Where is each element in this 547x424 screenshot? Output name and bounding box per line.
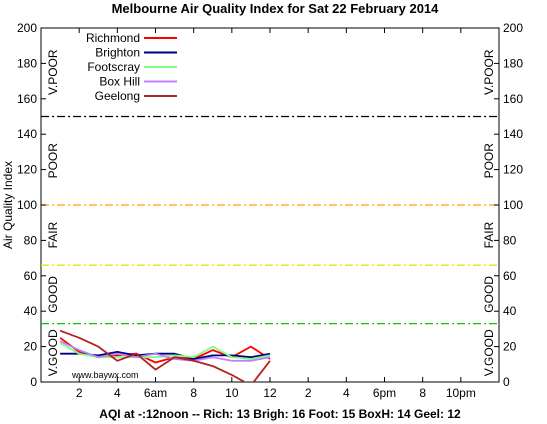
x-tick-label: 8 [190, 386, 197, 400]
band-label-left: FAIR [46, 221, 60, 248]
y-axis-label: Air Quality Index [1, 161, 15, 249]
y-tick-label-left: 140 [17, 127, 37, 141]
x-tick-label: 8 [419, 386, 426, 400]
y-tick-label-left: 120 [17, 163, 37, 177]
series-lines [59, 329, 271, 382]
y-tick-label-left: 100 [17, 198, 37, 212]
y-tick-label-left: 0 [30, 375, 37, 389]
chart-title: Melbourne Air Quality Index for Sat 22 F… [112, 1, 440, 16]
y-tick-label-right: 40 [503, 304, 517, 318]
legend-label: Brighton [95, 46, 140, 60]
x-tick-label: 2 [76, 386, 83, 400]
x-tick-label: 10 [225, 386, 239, 400]
band-label-left: V.GOOD [46, 329, 60, 376]
y-tick-label-right: 180 [503, 56, 523, 70]
x-tick-label: 4 [114, 386, 121, 400]
band-label-right: V.POOR [482, 49, 496, 95]
band-label-left: V.POOR [46, 49, 60, 95]
y-tick-label-right: 160 [503, 92, 523, 106]
y-tick-label-right: 80 [503, 233, 517, 247]
y-tick-label-right: 120 [503, 163, 523, 177]
y-tick-label-left: 40 [24, 304, 38, 318]
legend-label: Box Hill [99, 75, 140, 89]
series-line-geelong [59, 329, 271, 382]
band-label-right: GOOD [482, 276, 496, 313]
y-tick-label-left: 160 [17, 92, 37, 106]
y-tick-label-right: 140 [503, 127, 523, 141]
series-line-box-hill [59, 340, 271, 362]
legend-label: Footscray [87, 60, 140, 74]
threshold-lines [41, 115, 499, 325]
x-tick-label: 4 [343, 386, 350, 400]
x-axis-ticks: 2 4 6am 8 10 12 2 4 6pm 8 10pm [76, 28, 476, 400]
x-tick-label: 2 [305, 386, 312, 400]
footer-summary: AQI at -:12noon -- Rich: 13 Brigh: 16 Fo… [99, 407, 461, 421]
band-label-right: FAIR [482, 221, 496, 248]
legend-label: Geelong [95, 89, 140, 103]
x-tick-label: 12 [263, 386, 277, 400]
plot-area: 0 0 20 20 40 40 60 60 80 80 100 100 120 120 140 140 160 1… [17, 21, 523, 400]
x-tick-label: 6pm [373, 386, 396, 400]
credit-text: www.baywx.com [71, 370, 139, 380]
band-label-left: POOR [46, 143, 60, 179]
y-axis-ticks: 0 0 20 20 40 40 60 60 80 80 100 100 120 120 140 140 160 1… [17, 21, 523, 389]
band-label-right: POOR [482, 143, 496, 179]
x-tick-label: 6am [144, 386, 167, 400]
band-labels: V.GOOD V.GOOD GOOD GOOD FAIR FAIR POOR POOR V.PO… [46, 49, 496, 376]
legend-label: Richmond [86, 31, 140, 45]
y-tick-label-right: 60 [503, 269, 517, 283]
y-tick-label-left: 60 [24, 269, 38, 283]
y-tick-label-left: 80 [24, 233, 38, 247]
x-tick-label: 10pm [446, 386, 476, 400]
y-tick-label-right: 20 [503, 340, 517, 354]
y-tick-label-right: 200 [503, 21, 523, 35]
y-tick-label-left: 20 [24, 340, 38, 354]
y-tick-label-right: 100 [503, 198, 523, 212]
band-label-left: GOOD [46, 276, 60, 313]
y-tick-label-left: 200 [17, 21, 37, 35]
y-tick-label-right: 0 [503, 375, 510, 389]
y-tick-label-left: 180 [17, 56, 37, 70]
band-label-right: V.GOOD [482, 329, 496, 376]
